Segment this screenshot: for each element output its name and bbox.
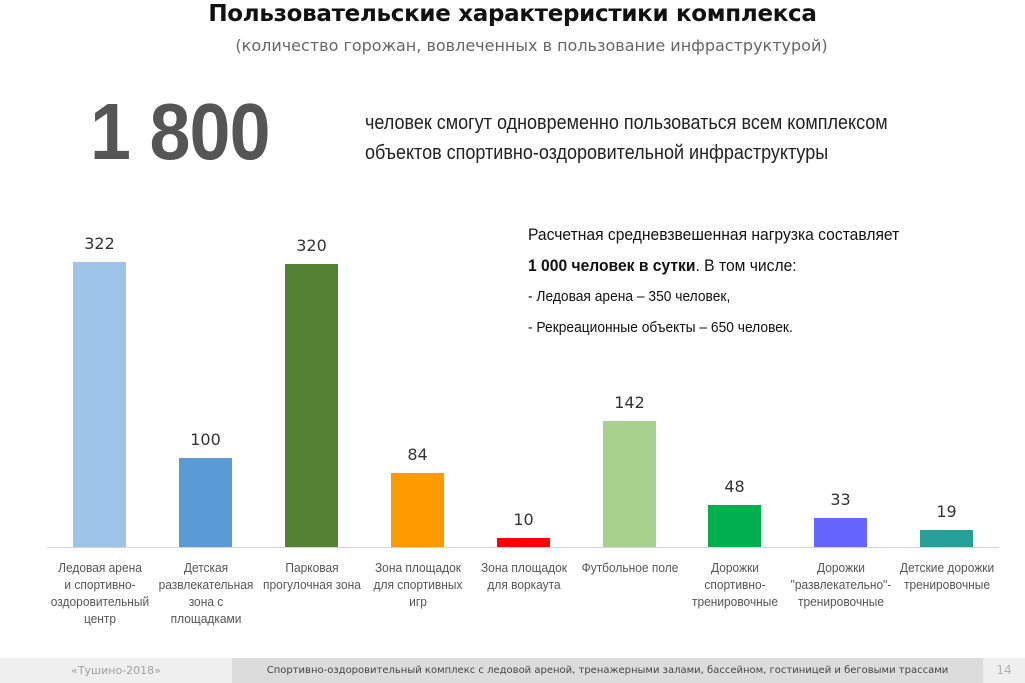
category-label-line: тренировочные bbox=[903, 577, 990, 592]
category-label-line: Зона площадок bbox=[374, 560, 461, 575]
note-line2-bold: 1 000 человек в сутки bbox=[528, 256, 696, 275]
category-label: Ледовая арена и спортивно-оздоровительный… bbox=[48, 559, 151, 627]
category-label: Зона площадок для спортивных игр bbox=[366, 559, 469, 610]
bar bbox=[179, 458, 232, 547]
note-line1: Расчетная средневзвешенная нагрузка сост… bbox=[528, 225, 900, 244]
page-number: 14 bbox=[983, 658, 1025, 683]
category-label-line: Дорожки bbox=[816, 560, 865, 575]
note-line3: - Ледовая арена – 350 человек, bbox=[528, 288, 731, 305]
load-note: Расчетная средневзвешенная нагрузка сост… bbox=[528, 219, 899, 343]
category-label-line: игр bbox=[408, 594, 427, 609]
category-label: Детская развлекательная зона с площадками bbox=[154, 559, 257, 627]
category-label-line: Дорожки bbox=[710, 560, 759, 575]
category-label-line: Зона площадок bbox=[480, 560, 567, 575]
category-label-line: Парковая bbox=[284, 560, 339, 575]
category-label: Зона площадок для воркаута bbox=[472, 559, 575, 593]
footer-project-name: «Тушино-2018» bbox=[0, 658, 232, 683]
bar bbox=[708, 505, 761, 547]
bar-chart: 322 Ледовая арена и спортивно-оздоровитель… bbox=[47, 234, 999, 627]
headline-caption-line1: человек смогут одновременно пользоваться… bbox=[365, 112, 888, 134]
category-label-line: Детские дорожки bbox=[899, 560, 994, 575]
category-label: Парковая прогулочная зона bbox=[260, 559, 363, 593]
category-label-line: Детская bbox=[183, 560, 228, 575]
category-label-line: оздоровительный bbox=[50, 594, 149, 609]
category-label-line: тренировочные bbox=[691, 594, 778, 609]
bar bbox=[920, 530, 973, 547]
bar bbox=[497, 538, 550, 547]
headline-number: 1 800 bbox=[90, 87, 271, 176]
footer-description: Спортивно-оздоровительный комплекс с лед… bbox=[232, 658, 983, 683]
bar bbox=[814, 518, 867, 547]
headline-caption-line2: объектов спортивно-оздоровительной инфра… bbox=[365, 142, 829, 164]
bar-value-label: 19 bbox=[936, 502, 957, 521]
category-label-line: центр bbox=[83, 611, 116, 626]
page-title: Пользовательские характеристики комплекс… bbox=[208, 1, 817, 27]
headline-caption: человек смогут одновременно пользоваться… bbox=[365, 108, 888, 168]
category-label: Дорожки "развлекательно"- тренировочные bbox=[789, 559, 892, 610]
category-label-line: площадками bbox=[170, 611, 241, 626]
category-label-line: спортивно- bbox=[703, 577, 766, 592]
bar-value-label: 10 bbox=[513, 510, 534, 529]
bar-value-label: 48 bbox=[724, 477, 745, 496]
page-subtitle: (количество горожан, вовлеченных в польз… bbox=[235, 36, 828, 55]
bar-value-label: 322 bbox=[84, 234, 115, 253]
category-label-line: зона с bbox=[188, 594, 223, 609]
bar-value-label: 142 bbox=[614, 393, 645, 412]
bar-value-label: 320 bbox=[296, 236, 327, 255]
category-label-line: развлекательная bbox=[158, 577, 253, 592]
category-label-line: для воркаута bbox=[486, 577, 561, 592]
category-label-line: Ледовая арена bbox=[57, 560, 142, 575]
category-label-line: Футбольное поле bbox=[581, 560, 678, 575]
bar-value-label: 84 bbox=[407, 445, 428, 464]
category-label-line: тренировочные bbox=[797, 594, 884, 609]
bar-value-label: 100 bbox=[190, 430, 221, 449]
category-label-line: для спортивных bbox=[373, 577, 462, 592]
note-line4: - Рекреационные объекты – 650 человек. bbox=[528, 319, 793, 336]
bar-value-label: 33 bbox=[830, 490, 851, 509]
bar bbox=[603, 421, 656, 547]
footer: «Тушино-2018» Спортивно-оздоровительный … bbox=[0, 658, 1025, 683]
note-line2: 1 000 человек в сутки. В том числе: bbox=[528, 250, 899, 281]
category-label-line: прогулочная зона bbox=[262, 577, 361, 592]
category-label: Футбольное поле bbox=[578, 559, 681, 576]
category-label: Детские дорожки тренировочные bbox=[895, 559, 998, 593]
x-axis-line bbox=[47, 547, 999, 548]
bar bbox=[73, 262, 126, 547]
note-line2-rest: . В том числе: bbox=[695, 256, 797, 275]
category-label: Дорожки спортивно-тренировочные bbox=[683, 559, 786, 610]
bar bbox=[285, 264, 338, 547]
category-label-line: "развлекательно"- bbox=[790, 577, 891, 592]
category-label-line: и спортивно- bbox=[63, 577, 136, 592]
bar bbox=[391, 473, 444, 547]
